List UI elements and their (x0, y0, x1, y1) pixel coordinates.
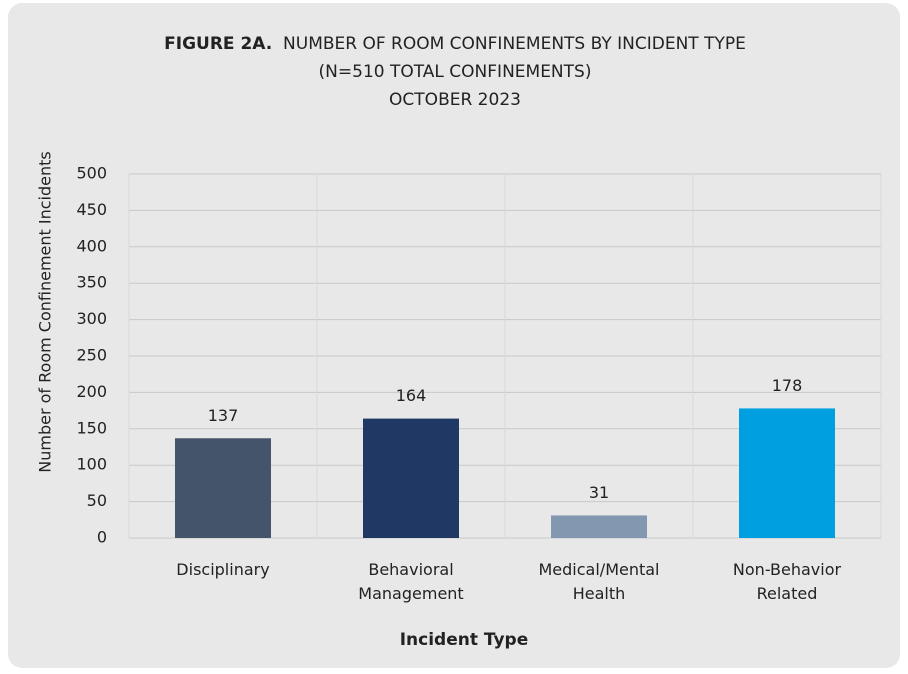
bar (175, 438, 271, 538)
y-tick-label: 0 (97, 528, 107, 547)
bar (551, 515, 647, 538)
chart-title: FIGURE 2A. NUMBER OF ROOM CONFINEMENTS B… (115, 30, 795, 114)
data-label: 137 (208, 406, 239, 425)
data-label: 31 (589, 483, 609, 502)
x-tick-label: Disciplinary (176, 560, 270, 579)
y-axis-label: Number of Room Confinement Incidents (36, 151, 55, 472)
subtitle: (N=510 TOTAL CONFINEMENTS) (318, 62, 592, 82)
bar (363, 418, 459, 538)
bar (739, 408, 835, 538)
x-tick-label: Non-Behavior Related (732, 560, 842, 603)
y-tick-label: 50 (87, 491, 107, 510)
y-tick-label: 100 (76, 455, 107, 474)
y-tick-label: 350 (76, 273, 107, 292)
y-tick-label: 250 (76, 346, 107, 365)
data-label: 164 (396, 386, 427, 405)
x-tick-label: Medical/Mental Health (538, 560, 660, 603)
x-axis-label: Incident Type (400, 630, 529, 650)
subtitle: OCTOBER 2023 (389, 90, 521, 110)
y-tick-label: 500 (76, 164, 107, 183)
title-prefix: FIGURE 2A. (164, 34, 273, 54)
y-tick-label: 400 (76, 236, 107, 255)
y-tick-label: 150 (76, 418, 107, 437)
y-tick-label: 200 (76, 382, 107, 401)
data-label: 178 (772, 376, 803, 395)
y-tick-label: 450 (76, 200, 107, 219)
x-tick-label: Behavioral Management (358, 560, 464, 603)
title-text: NUMBER OF ROOM CONFINEMENTS BY INCIDENT … (283, 34, 746, 54)
y-tick-label: 300 (76, 309, 107, 328)
